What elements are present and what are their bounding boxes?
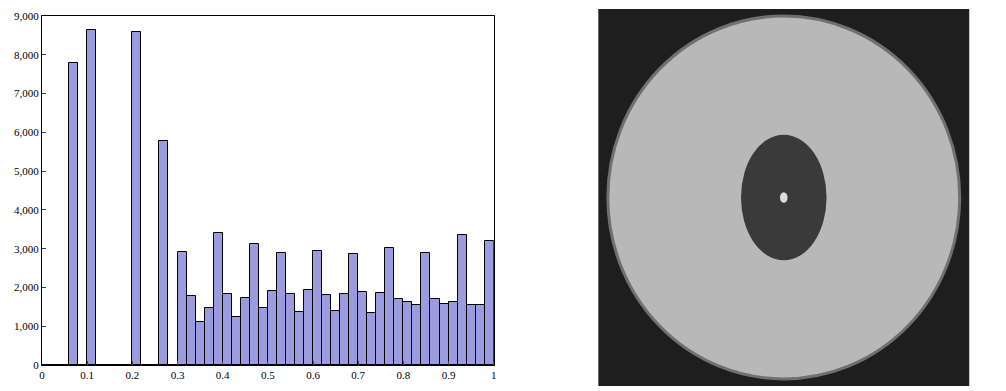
svg-text:1,000: 1,000: [14, 320, 39, 332]
svg-text:3,000: 3,000: [14, 243, 39, 255]
svg-text:0.9: 0.9: [442, 369, 456, 381]
svg-text:0.7: 0.7: [351, 369, 365, 381]
svg-text:5,000: 5,000: [14, 165, 39, 177]
svg-text:8,000: 8,000: [14, 49, 39, 61]
svg-text:0.2: 0.2: [125, 369, 139, 381]
svg-text:2,000: 2,000: [14, 281, 39, 293]
svg-text:0.4: 0.4: [216, 369, 230, 381]
svg-text:9,000: 9,000: [14, 10, 39, 22]
svg-text:0: 0: [39, 369, 45, 381]
svg-text:0.5: 0.5: [261, 369, 275, 381]
svg-text:0.1: 0.1: [80, 369, 94, 381]
svg-text:0: 0: [33, 359, 39, 371]
svg-text:0.6: 0.6: [306, 369, 320, 381]
svg-text:0.3: 0.3: [171, 369, 185, 381]
svg-text:1: 1: [491, 369, 497, 381]
svg-text:0.8: 0.8: [397, 369, 411, 381]
svg-text:7,000: 7,000: [14, 87, 39, 99]
svg-text:6,000: 6,000: [14, 126, 39, 138]
svg-text:4,000: 4,000: [14, 204, 39, 216]
